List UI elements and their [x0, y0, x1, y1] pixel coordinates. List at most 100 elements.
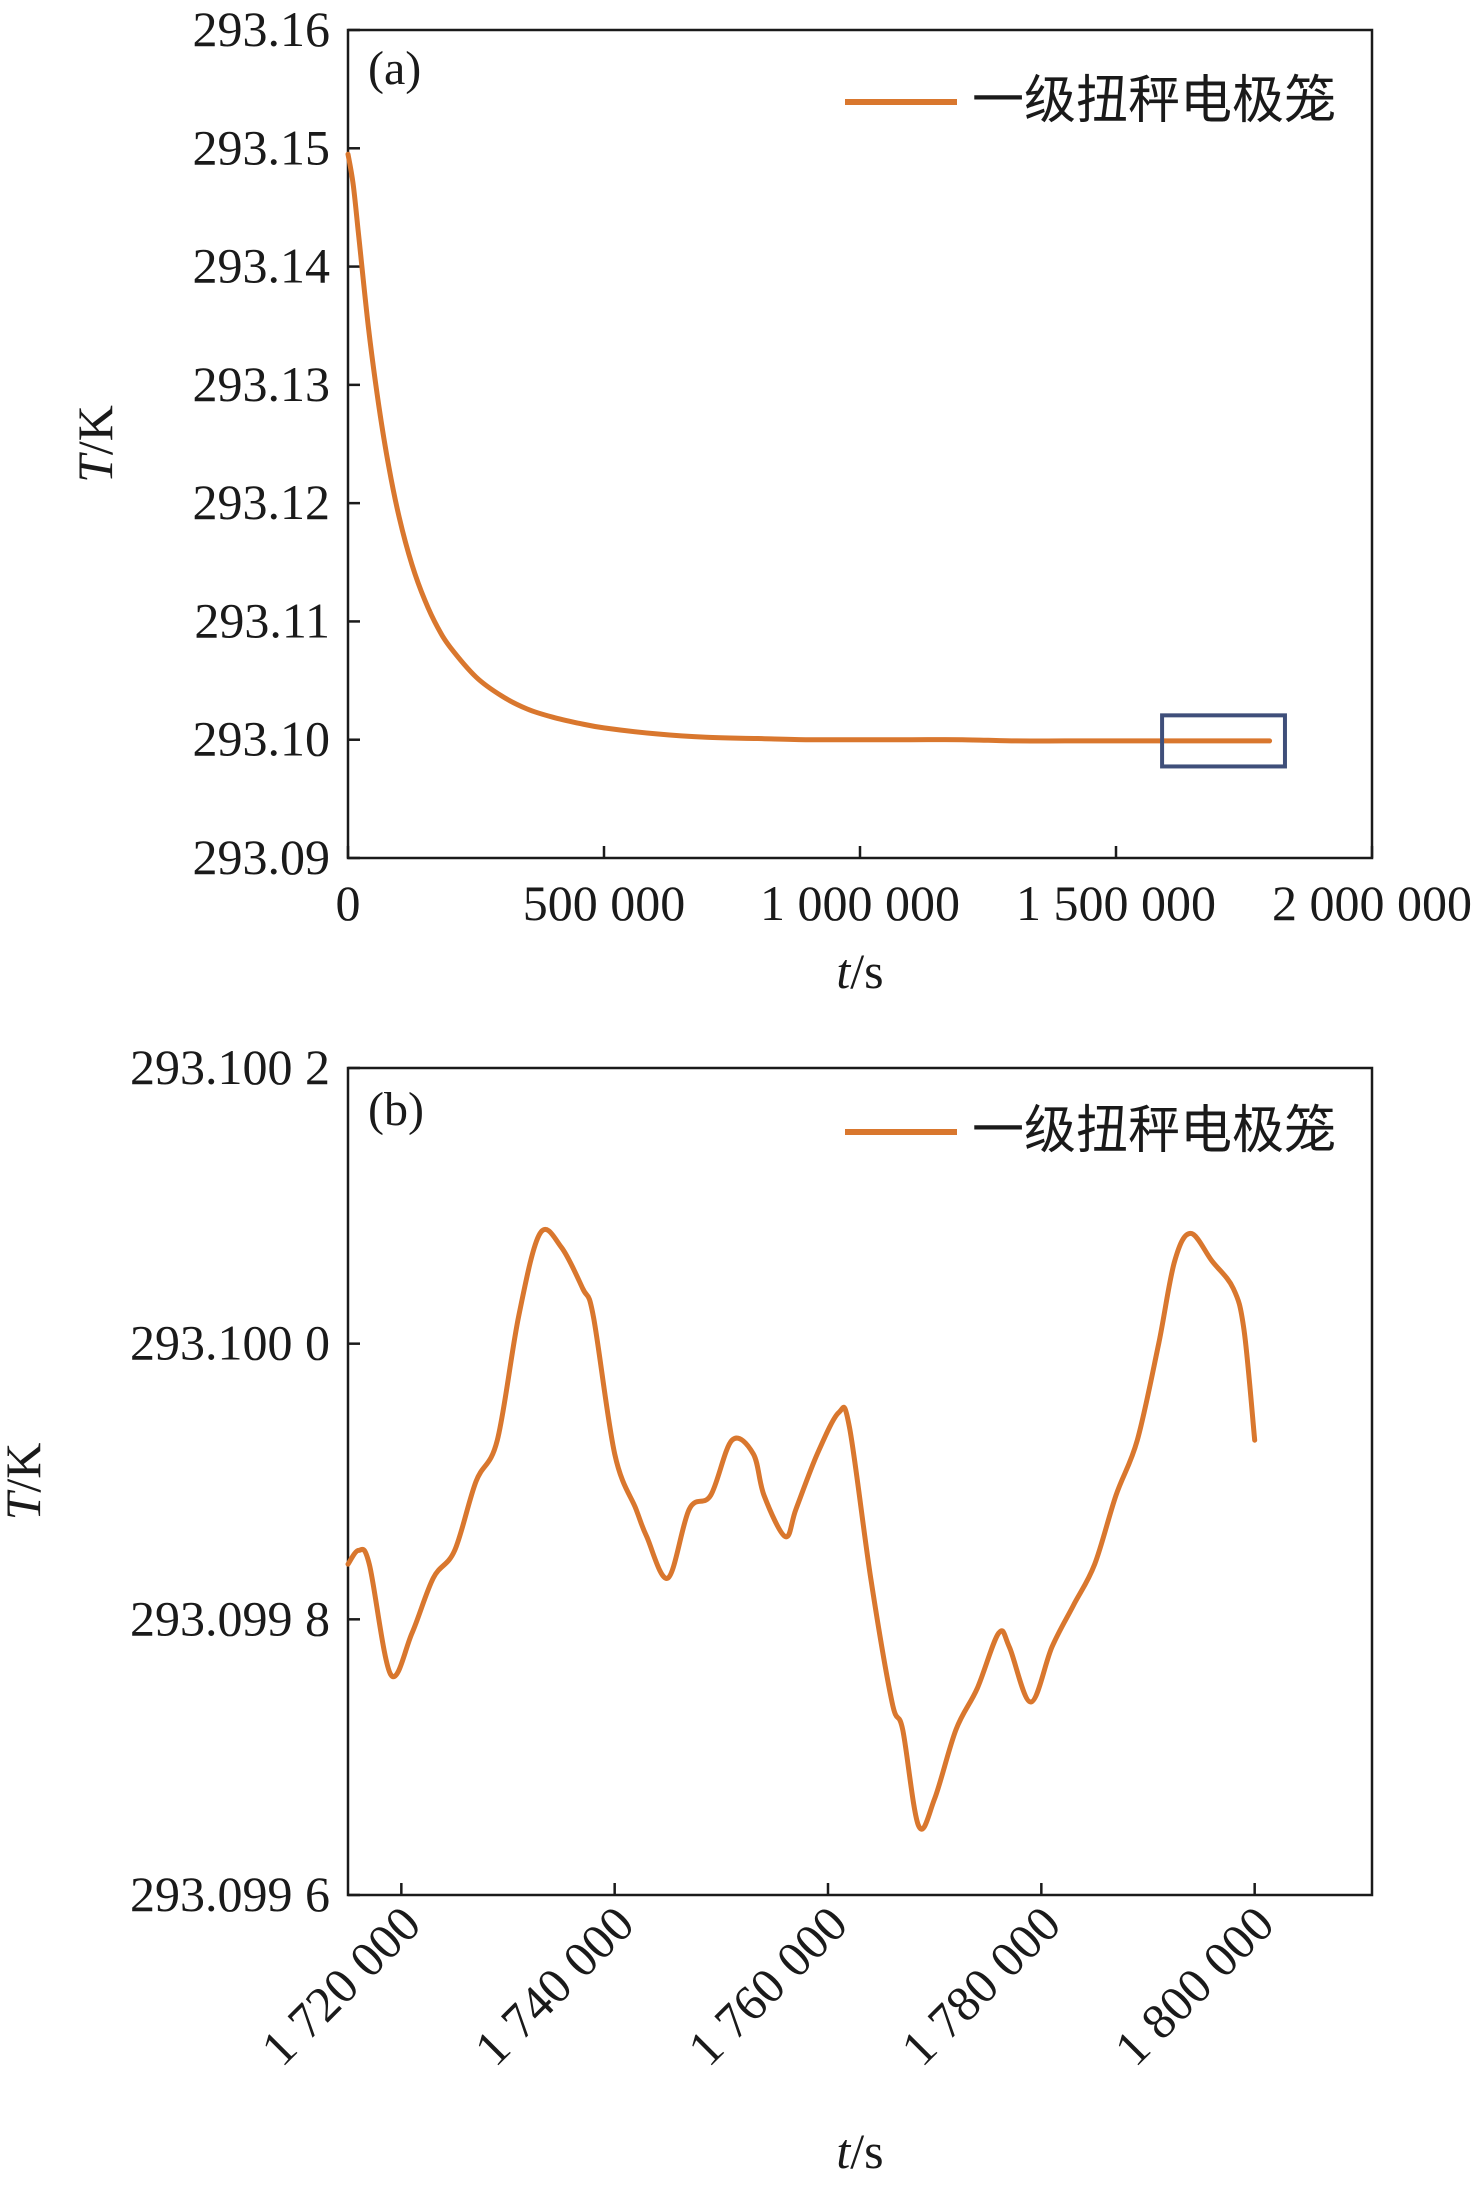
data-point — [869, 1576, 872, 1580]
data-point — [634, 1507, 638, 1511]
data-point — [976, 1687, 979, 1690]
data-point — [654, 732, 657, 735]
data-point — [1189, 1232, 1192, 1235]
data-point — [1114, 1494, 1118, 1497]
x-tick-label: 1 720 000 — [250, 1895, 431, 2076]
data-point — [613, 1452, 616, 1456]
data-point — [1072, 1604, 1075, 1607]
data-point — [807, 738, 810, 741]
y-axis-title: T/K — [67, 405, 123, 483]
data-point — [1012, 739, 1015, 743]
x-tick-label: 1 000 000 — [760, 875, 960, 931]
data-point — [449, 646, 452, 649]
data-point — [910, 738, 913, 741]
chart-panel-a: 293.09 293.10 293.11 293.12 293.13 293.14 293.… — [67, 1, 1472, 999]
data-point — [1242, 1328, 1246, 1332]
legend-label: 一级扭秤电极笼 — [972, 1101, 1336, 1161]
y-tick-label: 293.099 6 — [130, 1866, 330, 1922]
data-point — [837, 1411, 840, 1414]
plot-frame — [346, 1066, 1374, 1897]
x-tick-label: 1 740 000 — [463, 1895, 644, 2076]
y-tick-label: 293.16 — [193, 1, 331, 57]
y-axis-unit: /K — [67, 405, 123, 455]
data-point — [453, 1549, 456, 1552]
x-axis-variable: t — [836, 943, 851, 999]
x-axis-unit: /s — [850, 2123, 883, 2179]
data-point — [1173, 1259, 1176, 1263]
data-point — [602, 726, 606, 730]
data-point — [351, 182, 355, 185]
data-point — [1136, 1439, 1139, 1442]
data-point — [705, 736, 708, 739]
data-point — [432, 1576, 435, 1580]
data-point — [752, 1452, 755, 1456]
x-axis-variable: t — [836, 2123, 851, 2179]
data-point — [997, 1631, 1000, 1635]
data-point — [560, 1246, 563, 1249]
data-point — [1253, 1439, 1256, 1442]
panel-label: (a) — [368, 42, 421, 95]
data-point — [410, 1631, 414, 1635]
data-point — [794, 1507, 798, 1511]
y-tick-label: 293.099 8 — [130, 1590, 330, 1646]
data-point — [389, 1673, 392, 1676]
data-point — [890, 1700, 894, 1704]
data-point — [346, 1563, 350, 1566]
data-point — [1063, 739, 1067, 743]
data-point — [1114, 739, 1118, 743]
y-axis-variable: T — [67, 452, 123, 483]
data-point — [581, 1287, 584, 1290]
data-point — [1210, 1259, 1214, 1263]
data-point — [784, 1535, 787, 1538]
panel-label: (b) — [368, 1083, 424, 1136]
data-point — [917, 1824, 920, 1828]
data-point — [954, 1728, 958, 1731]
x-tick-label: 0 — [336, 875, 361, 931]
data-point — [666, 1576, 670, 1580]
data-point — [933, 1797, 936, 1800]
y-axis-title: T/K — [0, 1443, 51, 1521]
data-point — [688, 1507, 691, 1511]
plot-frame — [346, 28, 1374, 860]
data-point — [901, 1728, 904, 1731]
y-axis-variable: T — [0, 1489, 51, 1520]
data-point — [387, 466, 391, 469]
data-point — [367, 326, 370, 330]
data-point — [551, 716, 554, 719]
data-point — [423, 598, 426, 602]
data-point — [357, 229, 360, 233]
data-point — [858, 738, 862, 741]
x-tick-label: 2 000 000 — [1272, 875, 1472, 931]
x-axis-unit: /s — [850, 943, 883, 999]
data-point — [496, 1439, 499, 1442]
y-tick-label: 293.12 — [193, 474, 331, 530]
data-point — [436, 626, 439, 629]
data-point — [848, 1425, 851, 1428]
data-point — [762, 1494, 766, 1497]
data-point — [526, 707, 529, 711]
data-point — [1050, 1645, 1054, 1649]
y-tick-label: 293.15 — [193, 119, 331, 175]
data-point — [756, 737, 759, 740]
x-tick-label: 1 780 000 — [890, 1895, 1071, 2076]
x-tick-label: 1 760 000 — [677, 1895, 858, 2076]
data-point — [377, 403, 380, 407]
series-line — [345, 151, 1273, 744]
data-point — [474, 675, 478, 679]
data-point — [1157, 1342, 1160, 1345]
data-point — [1232, 1287, 1235, 1290]
y-tick-label: 293.100 2 — [130, 1039, 330, 1095]
data-point — [577, 722, 580, 725]
data-point — [474, 1480, 478, 1483]
data-point — [816, 1452, 819, 1456]
y-tick-label: 293.13 — [193, 356, 331, 412]
data-point — [961, 738, 964, 741]
data-point — [346, 153, 350, 156]
zoom-highlight-box — [1160, 713, 1287, 769]
chart-panel-b: 293.099 6 293.099 8 293.100 0 293.100 2 1 72… — [0, 1039, 1374, 2179]
y-tick-label: 293.10 — [193, 711, 331, 767]
x-tick-label: 500 000 — [523, 875, 686, 931]
y-tick-label: 293.09 — [193, 829, 331, 885]
data-point — [500, 694, 503, 698]
legend-label: 一级扭秤电极笼 — [972, 71, 1336, 131]
